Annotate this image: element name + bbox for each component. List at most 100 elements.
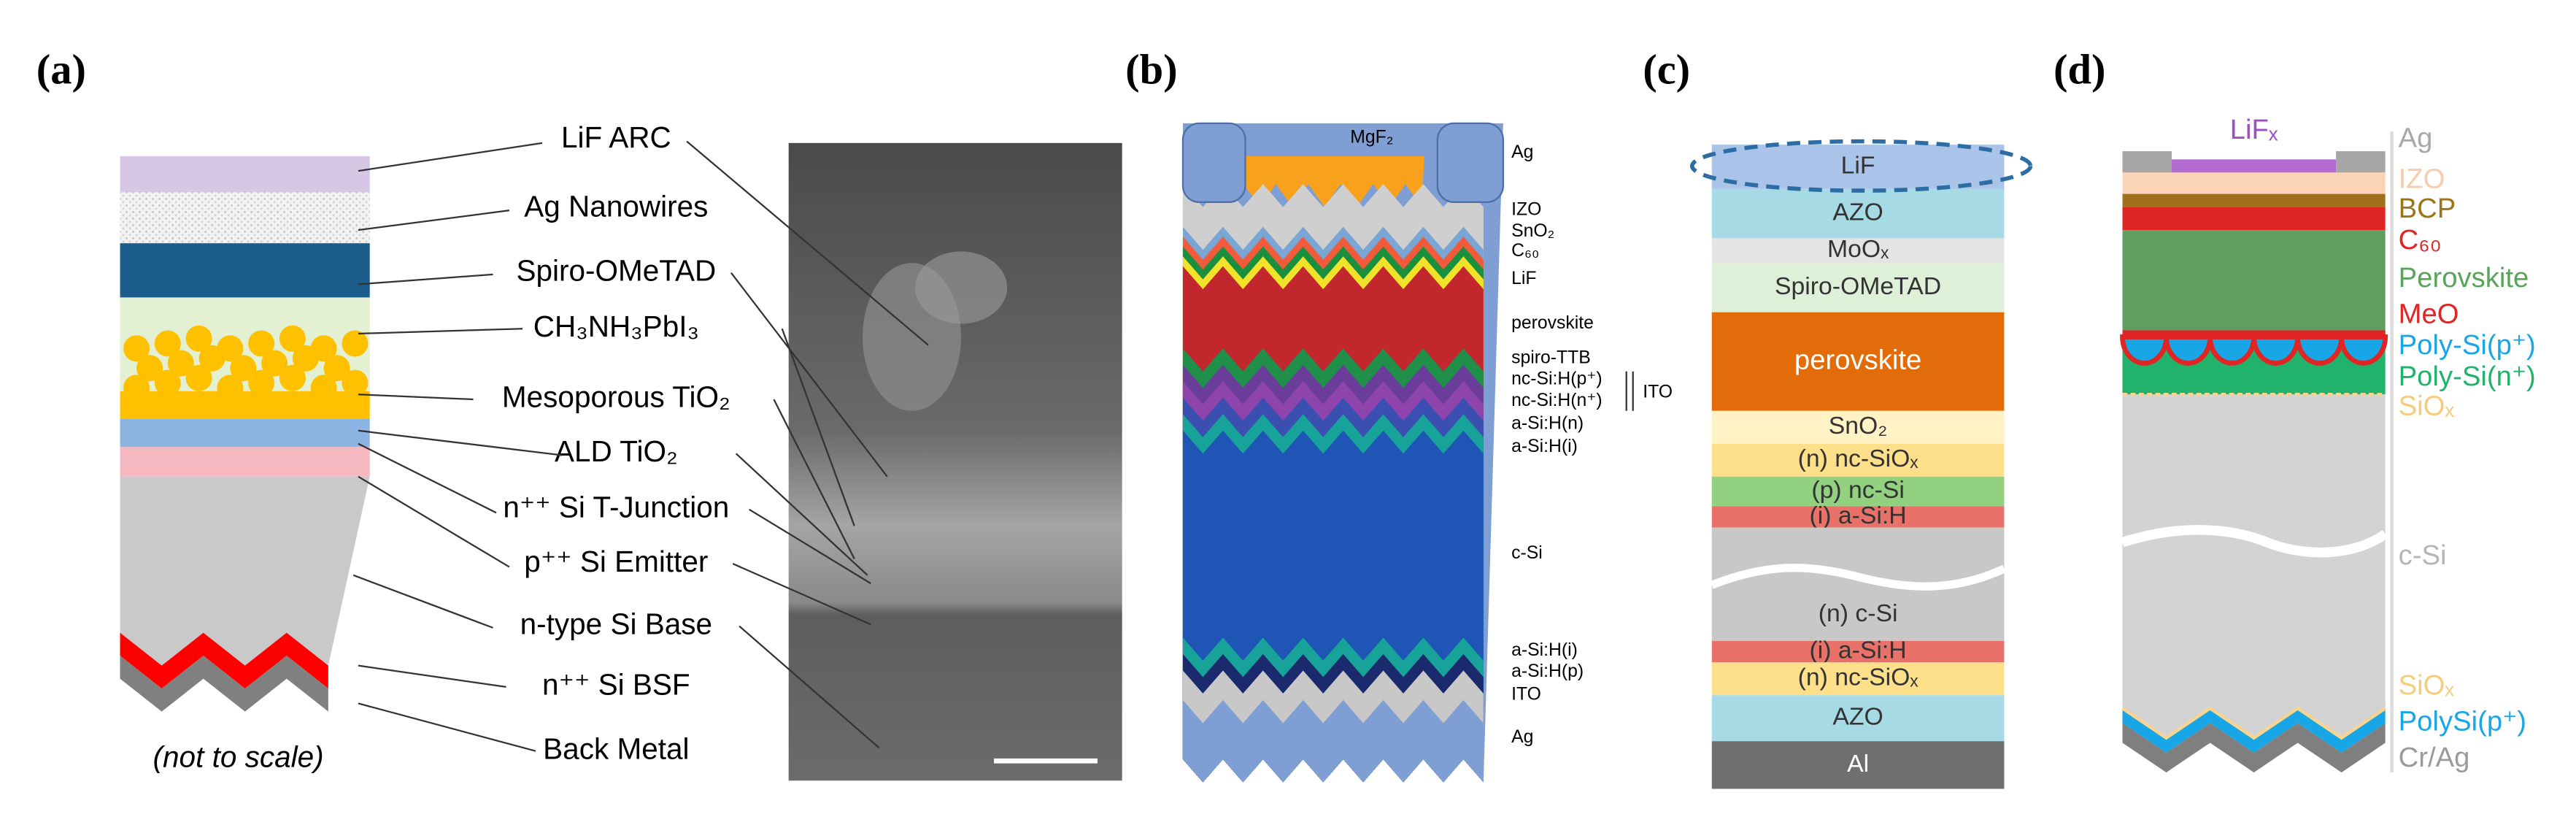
leader-line [358, 429, 563, 456]
sem-image [788, 142, 1122, 781]
layer [2122, 172, 2386, 194]
label: AZO [1832, 703, 1883, 731]
particle [198, 345, 225, 372]
panel-label: (d) [2054, 46, 2106, 93]
layer [120, 419, 370, 448]
layer [1711, 410, 2005, 444]
particle [248, 330, 275, 357]
label: Poly-Si(p⁺) [2399, 329, 2536, 361]
layer [1243, 156, 1424, 207]
label: a-Si:H(i) [1511, 640, 1578, 660]
label: Spiro-OMeTAD [516, 253, 716, 287]
label: LiFₓ [2230, 114, 2278, 145]
label: PolySi(p⁺) [2399, 706, 2526, 737]
layer [2336, 151, 2386, 173]
label: ITO [1511, 685, 1541, 705]
leader-line [358, 475, 510, 568]
particle [123, 335, 150, 362]
particle [342, 369, 369, 396]
layer [120, 447, 370, 477]
layer [120, 632, 328, 689]
particle [154, 369, 181, 396]
label: c-Si [1511, 543, 1543, 563]
label: C₆₀ [2399, 224, 2442, 256]
label: MgF₂ [1350, 128, 1393, 147]
label: IZO [2399, 164, 2445, 195]
leader-line [773, 399, 855, 559]
leader-line [739, 625, 880, 749]
label: Perovskite [2399, 262, 2529, 293]
label: SnO₂ [1829, 412, 1888, 440]
label: Al [1847, 750, 1869, 778]
label: MeO [2399, 298, 2459, 329]
label: spiro-TTB [1511, 348, 1591, 367]
break-wave [2121, 525, 2388, 558]
particle [342, 330, 369, 357]
label: BCP [2399, 193, 2456, 224]
label: IZO [1511, 200, 1541, 220]
leader-line [358, 442, 497, 514]
leader-line [358, 328, 523, 335]
particle [279, 364, 306, 391]
label: Ag [1511, 727, 1533, 747]
particle [292, 345, 319, 372]
layer [120, 656, 328, 712]
layer [1711, 238, 2005, 264]
ag-contact [1181, 122, 1246, 203]
leader-line [358, 273, 493, 285]
leader-line [358, 394, 474, 401]
label: SiOₓ [2399, 669, 2455, 701]
label: n-type Si Base [520, 607, 712, 640]
particle [248, 369, 275, 396]
particle [230, 355, 257, 382]
layer [2172, 159, 2337, 173]
label: p⁺⁺ Si Emitter [524, 545, 708, 578]
label: Back Metal [543, 732, 689, 765]
leader-line [686, 140, 929, 346]
leader-line [735, 453, 868, 576]
leader-line [732, 563, 871, 626]
ag-contact [1436, 122, 1505, 203]
label: a-Si:H(p) [1511, 661, 1584, 681]
particle [167, 350, 194, 377]
label: Poly-Si(n⁺) [2399, 361, 2536, 392]
label: a-Si:H(n) [1511, 413, 1584, 433]
layer [2122, 207, 2386, 231]
label: n⁺⁺ Si T-Junction [503, 491, 729, 524]
label: LiF [1511, 269, 1536, 288]
scallop [2207, 334, 2256, 366]
particle [217, 375, 244, 402]
layer [1711, 741, 2005, 789]
label: ALD TiO₂ [555, 434, 678, 468]
label: Ag [1511, 142, 1533, 162]
scallop [2339, 334, 2388, 366]
layer [120, 192, 370, 244]
label: Cr/Ag [2399, 742, 2470, 773]
leader-line [358, 142, 543, 172]
particle [185, 364, 212, 391]
scallop [2251, 334, 2301, 366]
label: (n) nc-SiOₓ [1798, 445, 1919, 472]
particle [185, 325, 212, 352]
layer [2121, 706, 2386, 740]
label: SiOₓ [2399, 390, 2455, 421]
leader-line [358, 702, 536, 752]
label: (n) nc-SiOₓ [1798, 664, 1919, 691]
sem-feature [915, 251, 1008, 324]
label: nc-Si:H(p⁺) [1511, 369, 1602, 389]
leader-line [358, 664, 506, 688]
layer [1711, 640, 2005, 663]
layer [2122, 723, 2386, 772]
panel-label: (c) [1643, 46, 1690, 93]
scallop [2295, 334, 2345, 365]
label: Spiro-OMeTAD [1775, 272, 1941, 300]
label: Mesoporous TiO₂ [502, 380, 730, 414]
label: LiF [1841, 151, 1875, 179]
label: (p) nc-Si [1811, 476, 1905, 504]
leader-line [352, 574, 493, 629]
diagram: (a) (b) (c) (d) LiF ARC Ag Nanowires Spiro-OMe… [36, 46, 2536, 789]
label: C₆₀ [1511, 241, 1539, 261]
scallop [2164, 334, 2213, 365]
layer [120, 156, 370, 193]
label: a-Si:H(i) [1511, 437, 1578, 456]
